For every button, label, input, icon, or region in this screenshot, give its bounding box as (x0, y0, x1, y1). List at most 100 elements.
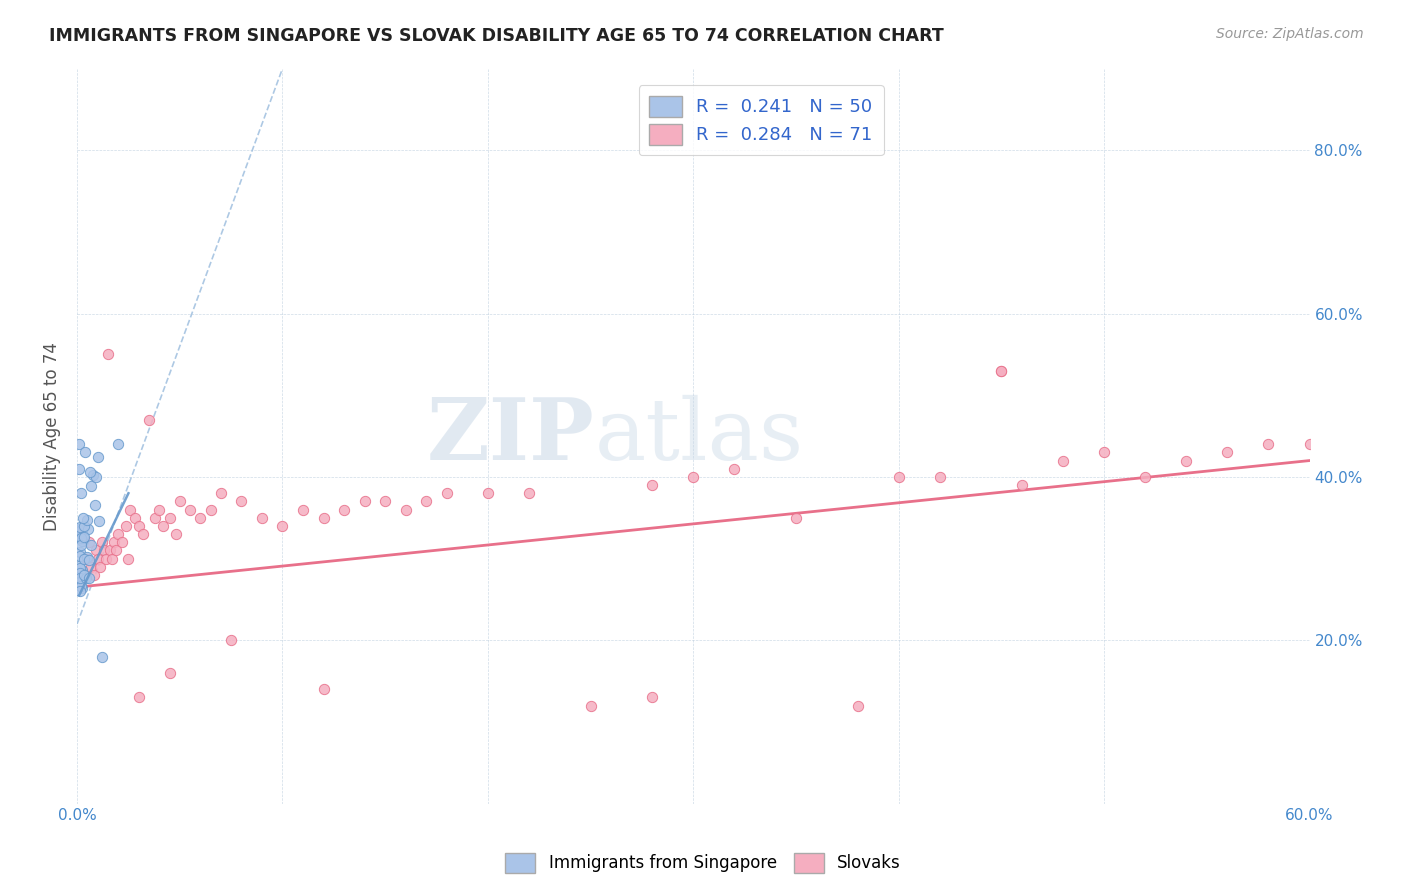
Point (70, 532, 93, 546)
Point (928, 470, 950, 484)
Point (72, 551, 94, 566)
Point (79, 465, 101, 479)
Point (990, 364, 1012, 378)
Point (132, 527, 155, 541)
Point (105, 543, 128, 558)
Point (115, 519, 138, 533)
Point (152, 519, 174, 533)
Point (312, 682, 335, 697)
Point (70, 538, 93, 552)
Point (72, 530, 94, 544)
Point (271, 519, 294, 533)
Point (67, 578, 90, 592)
Point (75, 445, 97, 459)
Point (1092, 445, 1115, 459)
Point (94, 551, 117, 566)
Point (69, 566, 91, 580)
Point (72, 566, 94, 581)
Point (477, 486, 499, 500)
Point (159, 665, 181, 680)
Point (124, 510, 146, 524)
Point (76, 549, 98, 564)
Point (143, 510, 166, 524)
Point (128, 690, 150, 705)
Point (72, 533, 94, 548)
Point (1052, 453, 1074, 467)
Point (77, 523, 100, 537)
Point (231, 494, 253, 508)
Point (69, 583, 91, 598)
Point (128, 519, 150, 533)
Point (641, 690, 664, 705)
Point (77, 553, 100, 567)
Point (333, 502, 356, 516)
Point (79, 535, 101, 549)
Point (67, 437, 90, 451)
Point (1011, 478, 1033, 492)
Point (120, 502, 142, 516)
Point (73, 519, 96, 533)
Point (209, 486, 232, 500)
Point (415, 494, 437, 508)
Point (89, 559, 111, 574)
Point (97, 347, 120, 361)
Point (70, 523, 93, 537)
Legend: R =  0.241   N = 50, R =  0.284   N = 71: R = 0.241 N = 50, R = 0.284 N = 71 (638, 85, 883, 155)
Point (887, 470, 910, 484)
Point (70, 563, 93, 577)
Point (70, 486, 93, 500)
Point (70, 582, 93, 596)
Point (219, 633, 242, 648)
Point (250, 510, 273, 524)
Point (87, 450, 110, 464)
Point (107, 527, 129, 541)
Text: atlas: atlas (595, 394, 804, 477)
Point (117, 551, 139, 566)
Point (83, 568, 105, 582)
Point (77, 571, 100, 585)
Point (846, 698, 869, 713)
Point (69, 571, 91, 585)
Point (70, 579, 93, 593)
Point (395, 502, 418, 516)
Point (69, 545, 91, 559)
Point (165, 527, 187, 541)
Point (179, 502, 201, 516)
Point (111, 535, 134, 549)
Point (79, 478, 101, 492)
Point (72, 567, 94, 582)
Point (89, 515, 111, 529)
Point (723, 461, 745, 475)
Point (80, 538, 103, 552)
Point (69, 521, 91, 535)
Point (312, 510, 335, 524)
Point (785, 510, 807, 524)
Point (73, 530, 96, 544)
Point (292, 502, 315, 516)
Point (69, 524, 91, 538)
Point (353, 494, 375, 508)
Point (93, 543, 115, 558)
Point (72, 510, 94, 524)
Point (84, 470, 107, 484)
Point (1257, 437, 1279, 451)
Point (80, 559, 103, 574)
Point (69, 520, 91, 534)
Point (70, 525, 93, 540)
Point (138, 413, 160, 427)
Point (69, 549, 91, 563)
Point (148, 502, 170, 516)
Point (517, 486, 540, 500)
Point (169, 494, 191, 508)
Point (374, 494, 396, 508)
Point (436, 486, 458, 500)
Text: Source: ZipAtlas.com: Source: ZipAtlas.com (1216, 27, 1364, 41)
Point (70, 533, 93, 548)
Point (101, 551, 124, 566)
Point (83, 498, 105, 512)
Point (82, 468, 104, 483)
Point (69, 561, 91, 575)
Point (76, 513, 98, 527)
Point (1216, 445, 1239, 459)
Legend: Immigrants from Singapore, Slovaks: Immigrants from Singapore, Slovaks (499, 847, 907, 880)
